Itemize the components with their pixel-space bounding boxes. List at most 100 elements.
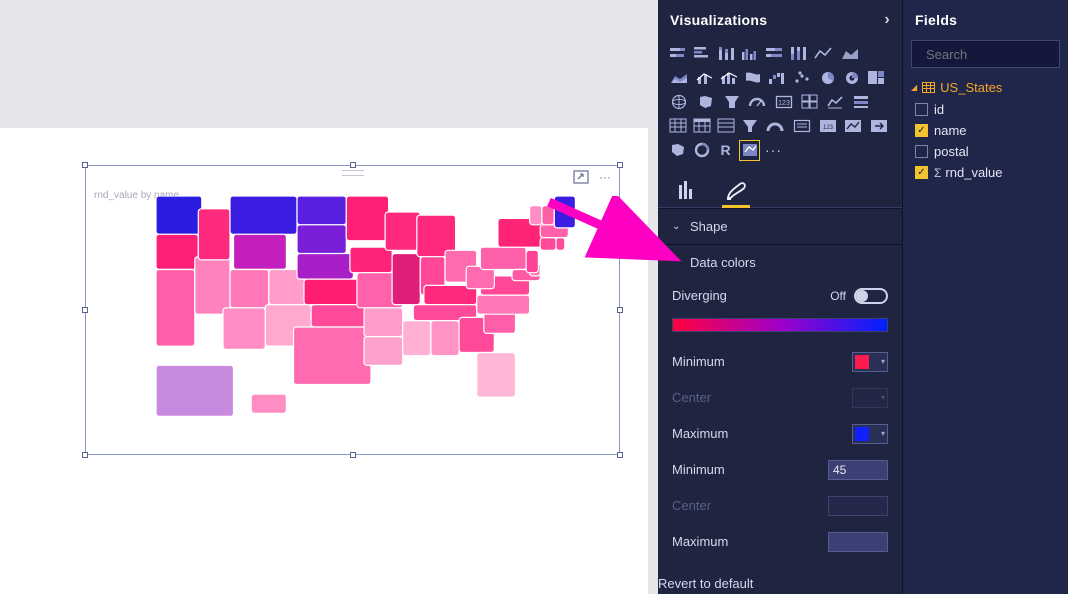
- table-name: US_States: [940, 80, 1002, 95]
- revert-to-default[interactable]: Revert to default: [658, 566, 902, 594]
- viz-type-funnel[interactable]: [721, 92, 742, 113]
- more-options-icon[interactable]: ···: [597, 170, 613, 184]
- fields-search-input[interactable]: [924, 46, 1068, 63]
- section-data-colors[interactable]: ⌃ Data colors: [658, 245, 902, 280]
- panel-title: Fields: [915, 12, 957, 28]
- state-FL: [477, 353, 516, 398]
- min-color-picker[interactable]: ▾: [852, 352, 888, 372]
- tab-fields[interactable]: [672, 178, 700, 208]
- viz-type-table[interactable]: [667, 116, 688, 137]
- viz-type-ribbon[interactable]: [742, 68, 763, 89]
- viz-type-map[interactable]: [667, 92, 691, 113]
- resize-handle[interactable]: [617, 307, 623, 313]
- field-checkbox[interactable]: ✓: [915, 166, 928, 179]
- max-value-input[interactable]: [828, 532, 888, 552]
- viz-type-100-bar[interactable]: [763, 44, 784, 65]
- viz-type-stacked-col[interactable]: [715, 44, 736, 65]
- viz-type-half-donut[interactable]: [763, 116, 787, 137]
- fields-search[interactable]: [911, 40, 1060, 68]
- viz-type-slicer[interactable]: [850, 92, 871, 113]
- viz-type-card[interactable]: 123: [772, 92, 796, 113]
- min-color-label: Minimum: [672, 354, 725, 369]
- field-checkbox[interactable]: [915, 103, 928, 116]
- resize-handle[interactable]: [617, 162, 623, 168]
- min-value-input[interactable]: [828, 460, 888, 480]
- section-shape[interactable]: ⌄ Shape: [658, 209, 902, 244]
- focus-mode-icon[interactable]: [573, 170, 589, 184]
- section-label: Shape: [690, 219, 728, 234]
- viz-type-kpi2[interactable]: [841, 116, 865, 137]
- state-AZ: [223, 308, 265, 350]
- state-CT: [540, 238, 556, 251]
- resize-handle[interactable]: [82, 452, 88, 458]
- viz-type-area[interactable]: [838, 44, 862, 65]
- viz-type-matrix[interactable]: [691, 116, 712, 137]
- viz-type-custom-sel[interactable]: [739, 140, 760, 161]
- viz-type-donut[interactable]: [841, 68, 862, 89]
- viz-type-clustered-bar[interactable]: [691, 44, 712, 65]
- resize-handle[interactable]: [82, 307, 88, 313]
- viz-type-multi-card[interactable]: [799, 92, 820, 113]
- viz-type-gauge[interactable]: [745, 92, 769, 113]
- field-name: id: [934, 102, 944, 117]
- state-LA: [364, 337, 403, 366]
- resize-handle[interactable]: [617, 452, 623, 458]
- state-SD: [297, 225, 346, 254]
- table-node[interactable]: ◢ US_States: [903, 76, 1068, 99]
- field-row[interactable]: ✓name: [903, 120, 1068, 141]
- svg-text:123: 123: [822, 125, 833, 131]
- viz-type-stacked-area[interactable]: [667, 68, 691, 89]
- fields-panel-header: Fields: [903, 0, 1068, 40]
- viz-type-stacked-bar[interactable]: [667, 44, 688, 65]
- state-IL: [392, 254, 420, 305]
- state-WI: [385, 212, 420, 250]
- field-checkbox[interactable]: [915, 145, 928, 158]
- tab-format[interactable]: [722, 178, 750, 208]
- viz-type-combo[interactable]: [694, 68, 715, 89]
- viz-type-arrow-card[interactable]: [868, 116, 889, 137]
- max-color-picker[interactable]: ▾: [852, 424, 888, 444]
- viz-type-filled-map[interactable]: [694, 92, 718, 113]
- viz-type-shape-map2[interactable]: [667, 140, 688, 161]
- viz-type-line[interactable]: [811, 44, 835, 65]
- diverging-state: Off: [830, 289, 846, 303]
- state-MS: [403, 321, 431, 356]
- us-map: [156, 196, 586, 446]
- field-row[interactable]: id: [903, 99, 1068, 120]
- viz-type-funnel2[interactable]: [739, 116, 760, 137]
- resize-handle[interactable]: [350, 452, 356, 458]
- field-row[interactable]: postal: [903, 141, 1068, 162]
- max-color-label: Maximum: [672, 426, 728, 441]
- diverging-toggle[interactable]: [854, 288, 888, 304]
- viz-type-combo2[interactable]: [718, 68, 739, 89]
- viz-type-waterfall[interactable]: [766, 68, 787, 89]
- state-MN: [346, 196, 388, 241]
- drag-grip-icon[interactable]: [342, 170, 364, 176]
- state-NJ: [526, 250, 538, 272]
- resize-handle[interactable]: [82, 162, 88, 168]
- map-visual[interactable]: ··· rnd_value by name: [85, 165, 620, 455]
- viz-type-scatter[interactable]: [790, 68, 814, 89]
- viz-type-clustered-col[interactable]: [739, 44, 760, 65]
- viz-type-table2[interactable]: [715, 116, 736, 137]
- collapse-panel-icon[interactable]: ›: [884, 11, 890, 29]
- viz-type-donut2[interactable]: [691, 140, 712, 161]
- resize-handle[interactable]: [350, 162, 356, 168]
- viz-type-pie[interactable]: [817, 68, 838, 89]
- svg-text:123: 123: [778, 100, 790, 107]
- viz-type-num-card[interactable]: 123: [817, 116, 838, 137]
- viz-type-card2[interactable]: [790, 116, 814, 137]
- field-row[interactable]: ✓Σrnd_value: [903, 162, 1068, 183]
- field-checkbox[interactable]: ✓: [915, 124, 928, 137]
- table-icon: [922, 82, 935, 93]
- max-value-label: Maximum: [672, 534, 728, 549]
- viz-type-r-visual[interactable]: R: [715, 140, 736, 161]
- state-KS: [304, 279, 360, 305]
- report-canvas[interactable]: ··· rnd_value by name: [0, 0, 658, 594]
- chevron-down-icon: ⌄: [672, 221, 684, 232]
- viz-type-100-col[interactable]: [787, 44, 808, 65]
- viz-type-more[interactable]: ···: [763, 140, 784, 161]
- viz-type-kpi[interactable]: [823, 92, 847, 113]
- viz-type-treemap[interactable]: [865, 68, 886, 89]
- field-name: postal: [934, 144, 969, 159]
